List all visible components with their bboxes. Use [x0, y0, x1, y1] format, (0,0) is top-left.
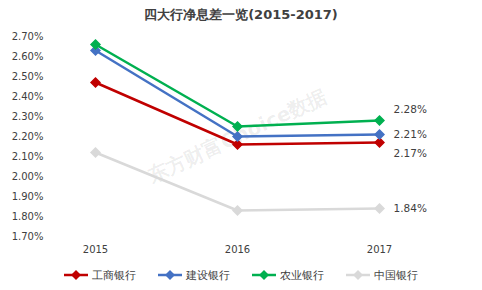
- svg-text:2.00%: 2.00%: [12, 171, 44, 182]
- svg-text:东方财富Choice数据: 东方财富Choice数据: [143, 83, 331, 188]
- svg-text:2.50%: 2.50%: [12, 71, 44, 82]
- svg-text:1.84%: 1.84%: [394, 202, 427, 214]
- svg-text:1.70%: 1.70%: [12, 231, 44, 242]
- svg-text:2.21%: 2.21%: [394, 128, 427, 140]
- html-text:农业银行: 农业银行: [280, 268, 324, 282]
- svg-text:2.40%: 2.40%: [12, 91, 44, 102]
- svg-text:2.30%: 2.30%: [12, 111, 44, 122]
- svg-text:1.80%: 1.80%: [12, 211, 44, 222]
- svg-text:1.90%: 1.90%: [12, 191, 44, 202]
- svg-text:2.10%: 2.10%: [12, 151, 44, 162]
- html-text:建设银行: 建设银行: [186, 268, 230, 282]
- svg-text:2.70%: 2.70%: [12, 31, 44, 42]
- svg-text:2017: 2017: [367, 244, 392, 255]
- svg-text:2.60%: 2.60%: [12, 51, 44, 62]
- html-text:工商银行: 工商银行: [92, 268, 136, 282]
- svg-text:2015: 2015: [83, 244, 108, 255]
- svg-text:2.17%: 2.17%: [394, 147, 427, 159]
- html-text:四大行净息差一览(2015-2017): 四大行净息差一览(2015-2017): [144, 7, 338, 22]
- html-text:中国银行: 中国银行: [374, 268, 418, 282]
- svg-text:2.20%: 2.20%: [12, 131, 44, 142]
- svg-text:2016: 2016: [225, 244, 250, 255]
- svg-text:2.28%: 2.28%: [394, 103, 427, 115]
